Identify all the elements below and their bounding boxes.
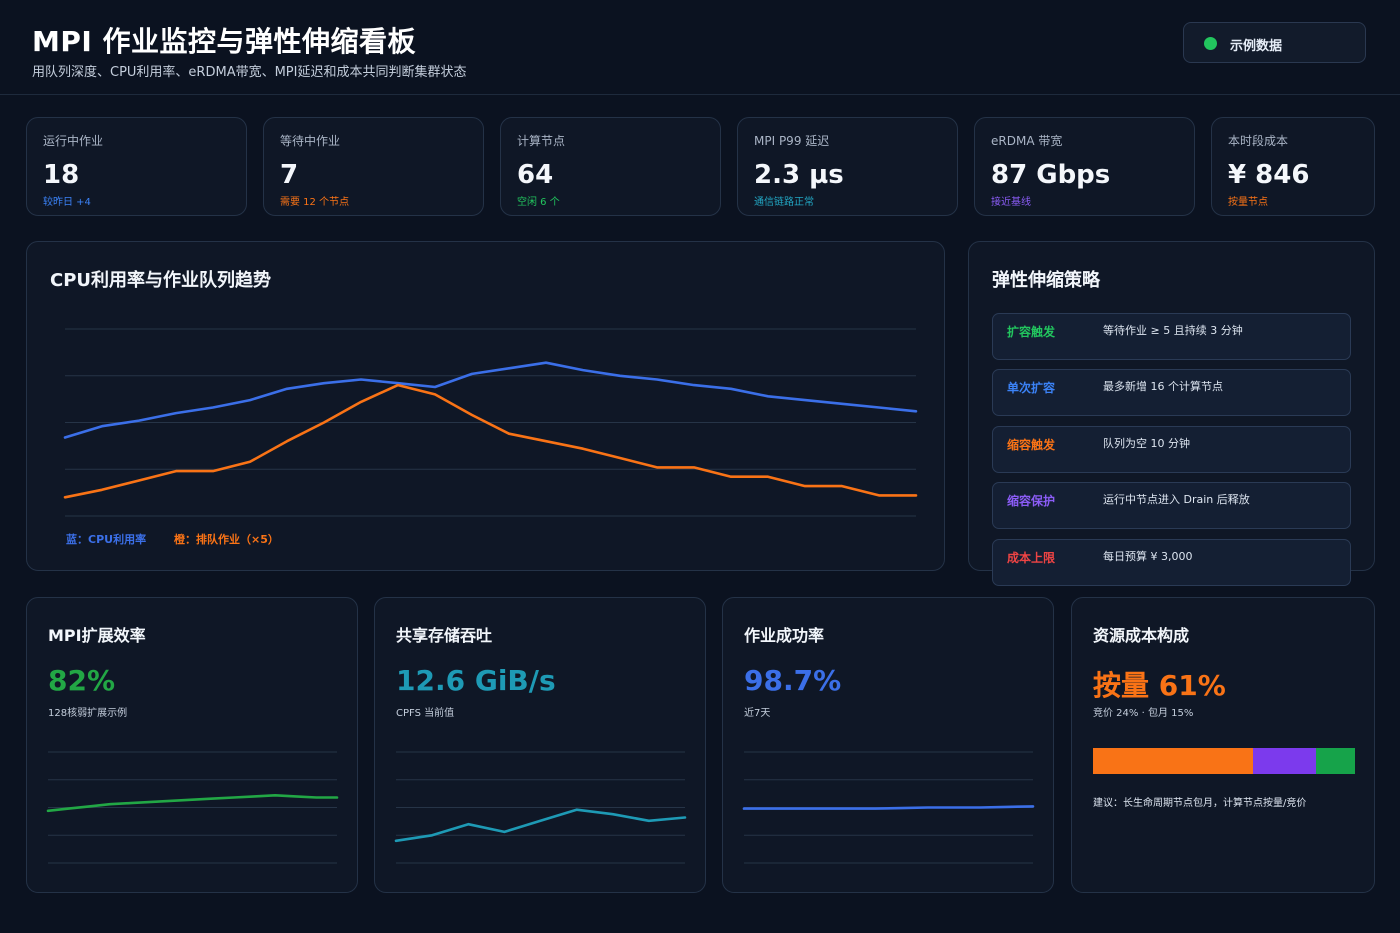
cpu-utilization-line <box>63 361 918 439</box>
metric-title: 作业成功率 <box>744 626 825 645</box>
policy-key: 单次扩容 <box>1007 381 1056 395</box>
mpi-scaling-card: MPI扩展效率 82% 128核弱扩展示例 <box>26 597 358 893</box>
metric-title: MPI扩展效率 <box>48 626 146 645</box>
kpi-label: 等待中作业 <box>280 134 341 148</box>
kpi-card-mpi-latency: MPI P99 延迟 2.3 µs 通信链路正常 <box>737 117 958 216</box>
kpi-value: 64 <box>517 160 554 190</box>
kpi-value: 87 Gbps <box>991 160 1111 190</box>
trend-chart-title: CPU利用率与作业队列趋势 <box>50 270 272 291</box>
cost-advice: 建议：长生命周期节点包月，计算节点按量/竞价 <box>1093 798 1307 809</box>
kpi-label: 本时段成本 <box>1228 134 1289 148</box>
policy-row-cost-cap[interactable]: 成本上限 每日预算 ¥ 3,000 <box>992 539 1351 586</box>
kpi-value: 18 <box>43 160 80 190</box>
policy-value: 运行中节点进入 Drain 后释放 <box>1103 493 1250 506</box>
kpi-value: 7 <box>280 160 299 190</box>
scaling-policy-panel: 弹性伸缩策略 扩容触发 等待作业 ≥ 5 且持续 3 分钟 单次扩容 最多新增 … <box>968 241 1375 586</box>
kpi-value: ¥ 846 <box>1228 160 1310 190</box>
metric-value: 98.7% <box>744 664 842 697</box>
scaling-efficiency-line <box>46 794 339 813</box>
cost-segment <box>1093 748 1253 774</box>
queue-jobs-line <box>63 383 918 499</box>
policy-title: 弹性伸缩策略 <box>992 270 1100 291</box>
storage-throughput-line <box>394 808 687 843</box>
kpi-card-pending-jobs: 等待中作业 7 需要 12 个节点 <box>263 117 484 216</box>
kpi-card-period-cost: 本时段成本 ¥ 846 按量节点 <box>1211 117 1375 216</box>
policy-row-scale-step[interactable]: 单次扩容 最多新增 16 个计算节点 <box>992 369 1351 416</box>
policy-key: 缩容保护 <box>1007 494 1056 508</box>
scaling-sparkline <box>46 751 339 864</box>
kpi-label: MPI P99 延迟 <box>754 134 830 148</box>
trend-chart-svg <box>63 328 918 517</box>
policy-key: 成本上限 <box>1007 551 1056 565</box>
metric-value: 按量 61% <box>1093 669 1226 702</box>
kpi-value: 2.3 µs <box>754 160 844 190</box>
cost-segment <box>1252 748 1316 774</box>
dashboard-header: MPI 作业监控与弹性伸缩看板 用队列深度、CPU利用率、eRDMA带宽、MPI… <box>0 0 1400 95</box>
metric-value: 12.6 GiB/s <box>396 664 556 697</box>
storage-throughput-card: 共享存储吞吐 12.6 GiB/s CPFS 当前值 <box>374 597 706 893</box>
kpi-card-running-jobs: 运行中作业 18 较昨日 +4 <box>26 117 247 216</box>
storage-sparkline <box>394 751 687 864</box>
success-rate-line <box>742 805 1035 810</box>
policy-row-scale-out-trigger[interactable]: 扩容触发 等待作业 ≥ 5 且持续 3 分钟 <box>992 313 1351 360</box>
sample-data-badge[interactable]: 示例数据 <box>1183 22 1366 63</box>
kpi-label: eRDMA 带宽 <box>991 134 1063 148</box>
cost-segment <box>1315 748 1355 774</box>
status-dot-icon <box>1204 37 1217 50</box>
metric-note: 128核弱扩展示例 <box>48 708 128 719</box>
kpi-label: 运行中作业 <box>43 134 104 148</box>
kpi-note: 较昨日 +4 <box>43 197 91 208</box>
policy-key: 缩容触发 <box>1007 438 1056 452</box>
legend-cpu: 蓝：CPU利用率 <box>66 533 147 546</box>
job-success-card: 作业成功率 98.7% 近7天 <box>722 597 1054 893</box>
page-title: MPI 作业监控与弹性伸缩看板 <box>32 25 417 58</box>
cost-stacked-bar <box>1093 748 1355 774</box>
metric-title: 共享存储吞吐 <box>396 626 493 645</box>
policy-value: 每日预算 ¥ 3,000 <box>1103 550 1193 563</box>
success-sparkline <box>742 751 1035 864</box>
metric-note: CPFS 当前值 <box>396 708 455 719</box>
page-subtitle: 用队列深度、CPU利用率、eRDMA带宽、MPI延迟和成本共同判断集群状态 <box>32 65 467 80</box>
policy-row-scale-in-trigger[interactable]: 缩容触发 队列为空 10 分钟 <box>992 426 1351 473</box>
policy-row-scale-in-protection[interactable]: 缩容保护 运行中节点进入 Drain 后释放 <box>992 482 1351 529</box>
kpi-card-erdma-bandwidth: eRDMA 带宽 87 Gbps 接近基线 <box>974 117 1195 216</box>
metric-title: 资源成本构成 <box>1093 626 1190 645</box>
cost-breakdown-card: 资源成本构成 按量 61% 竞价 24% · 包月 15% 建议：长生命周期节点… <box>1071 597 1375 893</box>
kpi-label: 计算节点 <box>517 134 566 148</box>
kpi-note: 空闲 6 个 <box>517 197 560 208</box>
kpi-note: 按量节点 <box>1228 197 1268 208</box>
sample-data-label: 示例数据 <box>1230 39 1283 54</box>
policy-value: 最多新增 16 个计算节点 <box>1103 380 1223 393</box>
policy-value: 等待作业 ≥ 5 且持续 3 分钟 <box>1103 324 1243 337</box>
trend-chart-panel: CPU利用率与作业队列趋势 蓝：CPU利用率 橙：排队作业（×5） <box>26 241 945 571</box>
policy-key: 扩容触发 <box>1007 325 1056 339</box>
metric-value: 82% <box>48 664 116 697</box>
kpi-note: 接近基线 <box>991 197 1031 208</box>
metric-note: 近7天 <box>744 708 771 719</box>
metric-note: 竞价 24% · 包月 15% <box>1093 708 1194 719</box>
kpi-note: 通信链路正常 <box>754 197 814 208</box>
policy-value: 队列为空 10 分钟 <box>1103 437 1190 450</box>
kpi-note: 需要 12 个节点 <box>280 197 350 208</box>
legend-queue: 橙：排队作业（×5） <box>174 533 279 546</box>
kpi-card-compute-nodes: 计算节点 64 空闲 6 个 <box>500 117 721 216</box>
